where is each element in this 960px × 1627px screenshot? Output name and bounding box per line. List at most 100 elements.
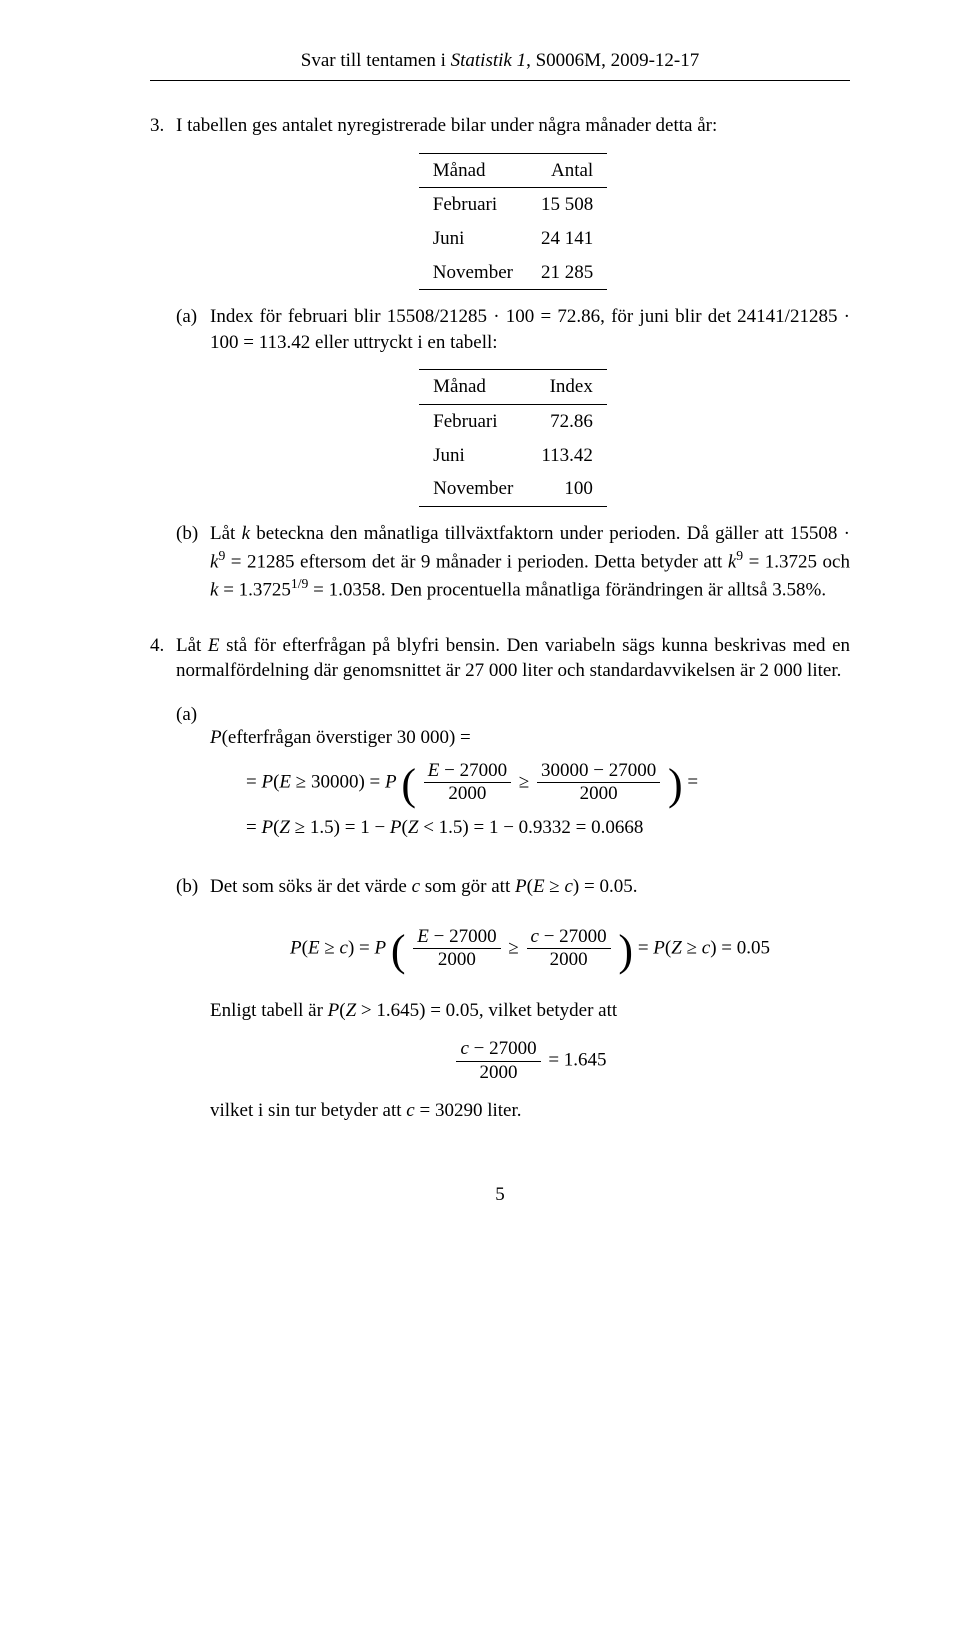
4b-t2a: Enligt tabell är bbox=[210, 1000, 328, 1021]
4a-f1nr: − 27000 bbox=[439, 760, 507, 781]
4a-l2-p2: P bbox=[385, 771, 397, 792]
4b-eq-f1r: − 27000 bbox=[429, 926, 497, 947]
item-3b: (b) Låt k beteckna den månatliga tillväx… bbox=[176, 521, 850, 603]
item-3-table-1: Månad Antal Februari 15 508 Juni 24 141 … bbox=[419, 153, 607, 291]
t3b-5: = 1.3725 bbox=[218, 579, 290, 600]
4b-eq-f2v: c bbox=[531, 926, 539, 947]
item-4-intro: Låt E stå för efterfrågan på blyfri bens… bbox=[176, 633, 850, 684]
t2-r2c1: Juni bbox=[419, 439, 527, 473]
4b-e2-nr: − 27000 bbox=[469, 1038, 537, 1059]
4b-t2P: P bbox=[328, 1000, 340, 1021]
4b-t1a: Det som söks är det värde bbox=[210, 876, 412, 897]
i4-pre: Låt bbox=[176, 635, 208, 656]
4a-l2-end: = bbox=[687, 771, 698, 792]
4b-eq-f1v: E bbox=[417, 926, 429, 947]
t2-h2: Index bbox=[527, 370, 607, 405]
item-3: 3. I tabellen ges antalet nyregistrerade… bbox=[150, 113, 850, 613]
t3b-k1: k bbox=[242, 523, 250, 544]
4b-e2-nv: c bbox=[460, 1038, 468, 1059]
4b-c2: c bbox=[564, 876, 572, 897]
4b-t3c: c bbox=[406, 1100, 414, 1121]
4a-l1-P: P bbox=[210, 727, 222, 748]
item-4b-text3: vilket i sin tur betyder att c = 30290 l… bbox=[210, 1098, 850, 1124]
4a-f2d: 2000 bbox=[537, 783, 660, 806]
4b-t3r: = 30290 liter. bbox=[415, 1100, 522, 1121]
t2-r1c2: 72.86 bbox=[527, 405, 607, 439]
t3b-exp: 1/9 bbox=[291, 576, 308, 591]
item-3a-text: Index för februari blir 15508/21285 · 10… bbox=[210, 304, 850, 355]
4a-l3-p1: P bbox=[261, 817, 273, 838]
item-3-table-2: Månad Index Februari 72.86 Juni 113.42 N… bbox=[419, 369, 607, 507]
4a-l2-p1: P bbox=[261, 771, 273, 792]
item-4b-text1: Det som söks är det värde c som gör att … bbox=[210, 874, 850, 900]
header-suffix: , S0006M, 2009-12-17 bbox=[526, 50, 699, 71]
t3b-4: = 1.3725 och bbox=[743, 551, 850, 572]
4a-l2-mid: ≥ bbox=[519, 771, 534, 792]
4a-f2n: 30000 − 27000 bbox=[537, 760, 660, 784]
4b-eq-f2d: 2000 bbox=[527, 949, 611, 972]
t1-r3c1: November bbox=[419, 256, 527, 290]
t3b-1: Låt bbox=[210, 523, 242, 544]
item-3-number: 3. bbox=[150, 113, 176, 613]
t1-r2c2: 24 141 bbox=[527, 222, 607, 256]
4a-f1nv: E bbox=[428, 760, 440, 781]
4b-e2-rhs: = 1.645 bbox=[544, 1049, 607, 1070]
item-4a-label: (a) bbox=[176, 702, 210, 864]
4a-f1d: 2000 bbox=[424, 783, 511, 806]
4b-ge: ≥ bbox=[545, 876, 565, 897]
item-4b-eq1: P(E ≥ c) = P ( E − 270002000 ≥ c − 27000… bbox=[210, 926, 850, 973]
item-4b-label: (b) bbox=[176, 874, 210, 1124]
t1-r1c1: Februari bbox=[419, 188, 527, 222]
t1-h2: Antal bbox=[527, 153, 607, 188]
header-rule bbox=[150, 80, 850, 81]
t2-r2c2: 113.42 bbox=[527, 439, 607, 473]
4b-eq-f2r: − 27000 bbox=[539, 926, 607, 947]
t2-r1c1: Februari bbox=[419, 405, 527, 439]
4a-l3-m2: < 1.5) = 1 − 0.9332 = 0.0668 bbox=[418, 817, 643, 838]
item-3a: (a) Index för februari blir 15508/21285 … bbox=[176, 304, 850, 355]
4b-eq-g1: ≥ bbox=[320, 937, 340, 958]
4b-eq-c3: c bbox=[702, 937, 710, 958]
item-4: 4. Låt E stå för efterfrågan på blyfri b… bbox=[150, 633, 850, 1134]
4b-t1b: som gör att bbox=[420, 876, 515, 897]
4b-eq-P2: P bbox=[374, 937, 386, 958]
item-4-number: 4. bbox=[150, 633, 176, 1134]
i4-E: E bbox=[208, 635, 220, 656]
4b-eq-Z: Z bbox=[671, 937, 682, 958]
t2-h1: Månad bbox=[419, 370, 527, 405]
4a-l3-z2: Z bbox=[408, 817, 419, 838]
4b-E: E bbox=[533, 876, 545, 897]
4b-eq-P1: P bbox=[290, 937, 302, 958]
item-4b-text2: Enligt tabell är P(Z > 1.645) = 0.05, vi… bbox=[210, 998, 850, 1024]
4a-l2-b: ≥ 30000) = bbox=[291, 771, 385, 792]
4a-l3-m1: ≥ 1.5) = 1 − bbox=[290, 817, 390, 838]
4b-eq-cl1: ) = bbox=[348, 937, 375, 958]
4a-l3-p2: P bbox=[390, 817, 402, 838]
t1-r3c2: 21 285 bbox=[527, 256, 607, 290]
4b-c1: c bbox=[412, 876, 420, 897]
item-3a-label: (a) bbox=[176, 304, 210, 355]
t1-r1c2: 15 508 bbox=[527, 188, 607, 222]
t1-r2c1: Juni bbox=[419, 222, 527, 256]
t2-r3c2: 100 bbox=[527, 472, 607, 506]
item-4b: (b) Det som söks är det värde c som gör … bbox=[176, 874, 850, 1124]
4b-eq-g3: ≥ bbox=[682, 937, 702, 958]
4a-l1-txt: (efterfrågan överstiger 30 000) = bbox=[222, 727, 471, 748]
4b-eq-E1: E bbox=[308, 937, 320, 958]
t3b-6: = 1.0358. Den procentuella månatliga för… bbox=[308, 579, 826, 600]
item-3-intro: I tabellen ges antalet nyregistrerade bi… bbox=[176, 113, 850, 139]
item-4a: (a) P(efterfrågan överstiger 30 000) = =… bbox=[176, 702, 850, 864]
4b-pc: ) = 0.05. bbox=[573, 876, 638, 897]
4b-eq-P3: P bbox=[653, 937, 665, 958]
page-number: 5 bbox=[150, 1184, 850, 1206]
t2-r3c1: November bbox=[419, 472, 527, 506]
item-3b-label: (b) bbox=[176, 521, 210, 603]
4b-eq-mid: ≥ bbox=[508, 937, 523, 958]
t3b-3: = 21285 eftersom det är 9 månader i peri… bbox=[225, 551, 728, 572]
4b-t2m: > 1.645) = 0.05, vilket betyder att bbox=[356, 1000, 617, 1021]
t1-h1: Månad bbox=[419, 153, 527, 188]
4b-eq-cl3: ) = 0.05 bbox=[710, 937, 770, 958]
page-header: Svar till tentamen i Statistik 1, S0006M… bbox=[150, 50, 850, 72]
4b-eq-eq: = bbox=[638, 937, 653, 958]
i4-post: stå för efterfrågan på blyfri bensin. De… bbox=[176, 635, 850, 682]
